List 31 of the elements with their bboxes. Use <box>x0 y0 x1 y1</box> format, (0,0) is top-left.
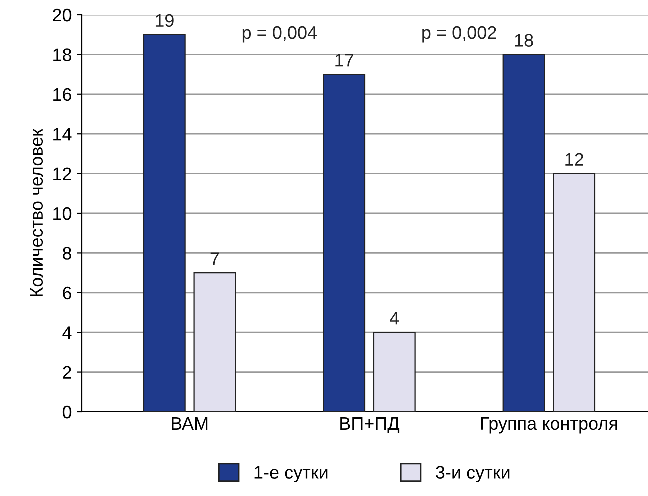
y-tick-label: 10 <box>54 207 72 220</box>
data-label: 4 <box>390 312 400 325</box>
legend-label: 3-и сутки <box>436 466 510 483</box>
data-label: 12 <box>566 153 584 166</box>
x-tick-label: ВАМ <box>172 418 208 430</box>
y-tick-label: 12 <box>54 168 72 180</box>
y-tick-label: 0 <box>62 406 72 419</box>
y-tick-label: 4 <box>62 326 72 340</box>
y-tick-label: 8 <box>63 247 72 260</box>
bar <box>553 173 596 412</box>
bar <box>143 34 186 412</box>
bar <box>323 74 366 412</box>
y-tick-label: 18 <box>54 48 72 62</box>
y-tick-label: 20 <box>53 8 72 22</box>
annotation: p = 0,002 <box>422 26 496 43</box>
bar <box>194 272 236 412</box>
y-tick-label: 2 <box>63 366 72 379</box>
y-axis-title: Количество человек <box>30 128 44 296</box>
data-label: 17 <box>336 54 354 67</box>
bar <box>373 332 416 412</box>
x-tick-label: Группа контроля <box>481 418 618 434</box>
y-tick-label: 14 <box>54 128 72 141</box>
y-tick-label: 16 <box>54 88 72 102</box>
x-tick-label: ВП+ПД <box>340 418 400 434</box>
legend-label: 1-е сутки <box>254 466 328 483</box>
bar <box>502 54 546 412</box>
annotation: p = 0,004 <box>242 26 318 43</box>
data-label: 7 <box>210 252 220 266</box>
data-label: 18 <box>515 34 534 47</box>
y-tick-label: 6 <box>63 286 72 300</box>
data-label: 19 <box>156 14 174 28</box>
